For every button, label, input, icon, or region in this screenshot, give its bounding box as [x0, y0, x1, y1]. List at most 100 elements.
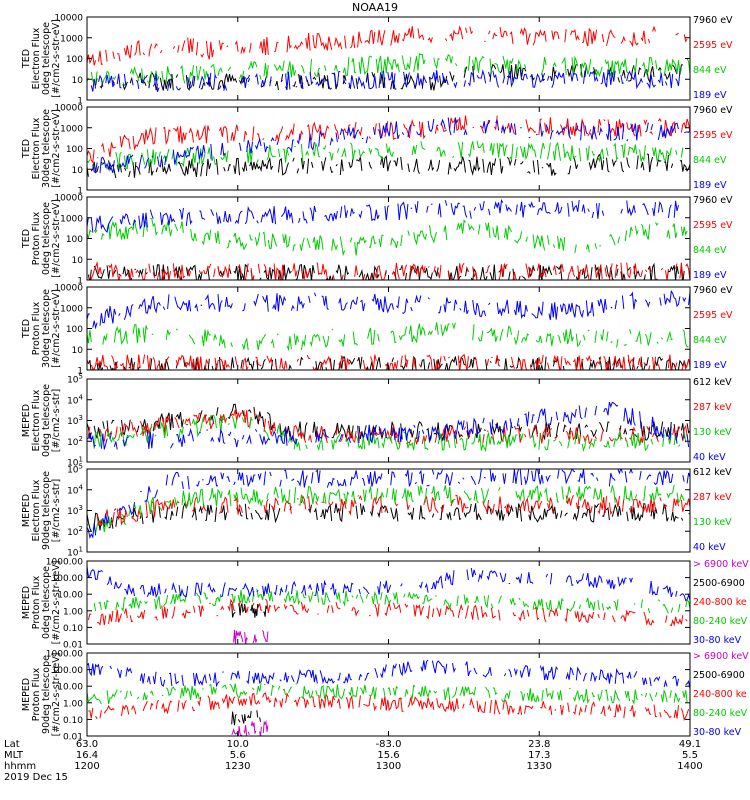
- y-tick-label: 103: [67, 414, 83, 427]
- panel-6-data: [87, 469, 690, 540]
- legend-entry: > 6900 keV: [693, 559, 749, 570]
- panel-frame: [86, 378, 691, 463]
- footer-value: 17.3: [528, 750, 551, 761]
- y-tick-label: 10000: [54, 194, 83, 204]
- y-tick-label: 103: [67, 504, 83, 517]
- legend-entry: 287 keV: [693, 492, 732, 503]
- footer-value: 1230: [225, 761, 251, 772]
- legend-entry: > 6900 keV: [693, 651, 749, 662]
- series-black-trace: [231, 603, 268, 618]
- legend-entry: 612 keV: [693, 377, 732, 388]
- y-tick-label: 10: [72, 256, 84, 266]
- y-tick-label: 1000.00: [46, 650, 83, 660]
- y-tick-label: 10000: [54, 14, 83, 24]
- panel-3-data: [87, 200, 690, 280]
- legend-entry: 40 keV: [693, 452, 726, 463]
- y-axis-label: TEDElectron Flux0deg telescope[#/cm2-s-s…: [21, 19, 62, 98]
- series-green-trace: [93, 588, 690, 614]
- y-tick-label: 100.00: [52, 666, 84, 676]
- footer-value: 1330: [526, 761, 552, 772]
- legend-entry: 2500-6900: [693, 670, 745, 681]
- footer-value: 1200: [74, 761, 100, 772]
- series-magenta-trace: [233, 629, 269, 644]
- y-tick-label: 102: [67, 435, 83, 448]
- y-tick-label: 1: [77, 277, 83, 287]
- legend-entry: 80-240 keV: [693, 708, 748, 719]
- y-tick-label: 0.01: [63, 733, 83, 743]
- series-red-trace: [96, 494, 690, 526]
- legend-entry: 7960 eV: [693, 195, 733, 206]
- footer-value: 49.1: [678, 739, 702, 750]
- y-tick-label: 0.10: [63, 624, 83, 634]
- legend-entry: 2595 eV: [693, 310, 733, 321]
- footer-value: 63.0: [75, 739, 99, 750]
- y-tick-label: 10000: [54, 284, 83, 294]
- y-axis-label: MEPEDProton Flux0deg telescope[#/cm2-s-s…: [21, 561, 62, 645]
- y-tick-label: 10: [72, 76, 84, 86]
- legend-entry: 189 eV: [693, 180, 727, 191]
- legend-entry: 2595 eV: [693, 130, 733, 141]
- series-green-trace: [87, 52, 690, 87]
- panel-7-data: [87, 566, 690, 644]
- footer-row-label: Lat: [4, 739, 20, 750]
- legend-entry: 2595 eV: [693, 40, 733, 51]
- series-magenta-trace: [231, 719, 269, 736]
- panel-5-data: [87, 401, 690, 451]
- y-tick-label: 1.00: [63, 607, 83, 617]
- y-tick-label: 104: [67, 393, 83, 406]
- legend-entry: 130 keV: [693, 427, 732, 438]
- legend-entry: 287 keV: [693, 402, 732, 413]
- y-tick-label: 1000: [60, 304, 83, 314]
- y-axis-label: MEPEDElectron Flux90deg telescope[#/cm2-…: [21, 471, 62, 550]
- y-tick-label: 10.00: [57, 591, 83, 601]
- y-tick-label: 1.00: [63, 699, 83, 709]
- legend-entry: 240-800 ke: [693, 597, 747, 608]
- series-black-trace: [87, 403, 690, 442]
- footer-row-label: MLT: [4, 750, 23, 761]
- footer-value: 10.0: [226, 739, 249, 750]
- series-green-trace: [87, 683, 690, 704]
- footer-value: 5.5: [682, 750, 698, 761]
- y-tick-label: 100: [66, 145, 83, 155]
- series-red-trace: [87, 353, 690, 370]
- series-blue-trace: [87, 200, 690, 232]
- y-tick-label: 105: [67, 373, 83, 386]
- legend-entry: 40 keV: [693, 542, 726, 553]
- y-tick-label: 104: [67, 483, 83, 496]
- y-tick-label: 100: [66, 325, 83, 335]
- legend-entry: 80-240 keV: [693, 616, 748, 627]
- y-tick-label: 10: [72, 166, 84, 176]
- legend-entry: 130 keV: [693, 517, 732, 528]
- series-blue-trace: [87, 659, 690, 690]
- panel-7: 0.01 0.10 1.00 10.00 100.00 1000.00MEPEDProto…: [21, 558, 749, 651]
- y-tick-label: 100.00: [52, 574, 84, 584]
- series-black-trace: [87, 501, 690, 532]
- y-tick-label: 10000: [54, 104, 83, 114]
- series-red-trace: [87, 115, 690, 164]
- footer-value: 5.6: [229, 750, 246, 761]
- y-tick-label: 1: [77, 367, 83, 377]
- footer-value: 1300: [375, 761, 402, 772]
- y-tick-label: 100: [66, 235, 83, 245]
- y-tick-label: 1000: [60, 34, 83, 44]
- y-axis-label: TEDProton Flux30deg telescope[#/cm2-s-st…: [21, 289, 62, 368]
- footer-value: 1400: [677, 761, 703, 772]
- panel-4-data: [87, 289, 690, 370]
- footer-value: 16.4: [75, 750, 99, 761]
- series-red-trace: [87, 25, 688, 66]
- legend-entry: 2500-6900: [693, 578, 745, 589]
- legend-entry: 30-80 keV: [693, 727, 742, 738]
- legend-entry: 189 eV: [693, 270, 727, 281]
- footer-value: 23.8: [528, 739, 551, 750]
- y-tick-label: 10.00: [57, 683, 83, 693]
- panel-frame: [86, 652, 691, 737]
- legend-entry: 612 keV: [693, 467, 732, 478]
- date-label: 2019 Dec 15: [4, 772, 68, 783]
- panel-frame: [86, 196, 691, 281]
- y-tick-label: 0.01: [63, 641, 83, 651]
- y-tick-label: 1000: [60, 124, 83, 134]
- series-black-trace: [87, 153, 690, 179]
